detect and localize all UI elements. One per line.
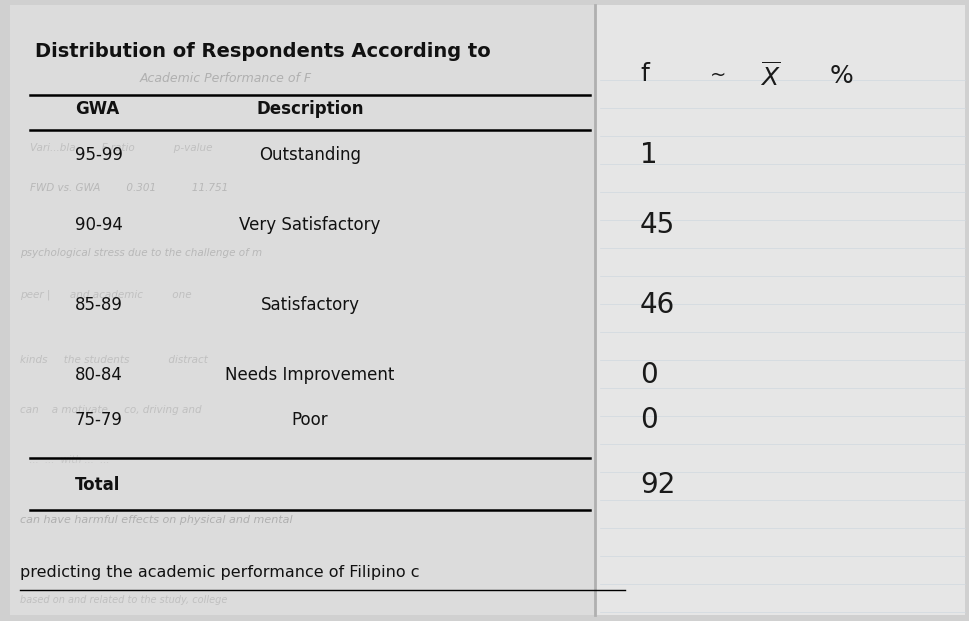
Text: Total: Total — [75, 476, 120, 494]
Text: 85-89: 85-89 — [75, 296, 123, 314]
Text: ~: ~ — [710, 66, 727, 85]
Text: Satisfactory: Satisfactory — [261, 296, 359, 314]
Text: 0: 0 — [640, 406, 658, 434]
Text: 75-79: 75-79 — [75, 411, 123, 429]
Text: GWA: GWA — [75, 100, 119, 118]
Text: 92: 92 — [640, 471, 675, 499]
Text: 90-94: 90-94 — [75, 216, 123, 234]
Text: Poor: Poor — [292, 411, 328, 429]
Text: psychological stress due to the challenge of m: psychological stress due to the challeng… — [20, 248, 263, 258]
Text: can    a motivate     co, driving and: can a motivate co, driving and — [20, 405, 202, 415]
Text: kinds     the students            distract: kinds the students distract — [20, 355, 208, 365]
Text: Outstanding: Outstanding — [259, 146, 361, 164]
FancyBboxPatch shape — [10, 5, 600, 615]
Text: %: % — [830, 64, 854, 88]
Text: FWD vs. GWA        0.301           11.751: FWD vs. GWA 0.301 11.751 — [30, 183, 229, 193]
Text: 80-84: 80-84 — [75, 366, 123, 384]
Text: f: f — [640, 62, 649, 86]
Text: predicting the academic performance of Filipino c: predicting the academic performance of F… — [20, 565, 420, 580]
Text: can have harmful effects on physical and mental: can have harmful effects on physical and… — [20, 515, 293, 525]
Text: Distribution of Respondents According to: Distribution of Respondents According to — [35, 42, 490, 61]
Text: ...  ...  with ...  ...: ... ... with ... ... — [20, 455, 109, 465]
FancyBboxPatch shape — [595, 5, 965, 615]
Text: Needs Improvement: Needs Improvement — [226, 366, 394, 384]
Text: based on and related to the study, college: based on and related to the study, colle… — [20, 595, 228, 605]
Text: peer |      and academic         one: peer | and academic one — [20, 290, 192, 301]
Text: Vari...bla        F-ratio            p-value: Vari...bla F-ratio p-value — [30, 143, 212, 153]
Text: $\overline{X}$: $\overline{X}$ — [760, 62, 781, 91]
Text: Academic Performance of F: Academic Performance of F — [140, 72, 312, 85]
Text: 45: 45 — [640, 211, 675, 239]
Text: Very Satisfactory: Very Satisfactory — [239, 216, 381, 234]
Text: 0: 0 — [640, 361, 658, 389]
Text: 95-99: 95-99 — [75, 146, 123, 164]
Text: Description: Description — [256, 100, 363, 118]
Text: 1: 1 — [640, 141, 658, 169]
Text: 46: 46 — [640, 291, 675, 319]
